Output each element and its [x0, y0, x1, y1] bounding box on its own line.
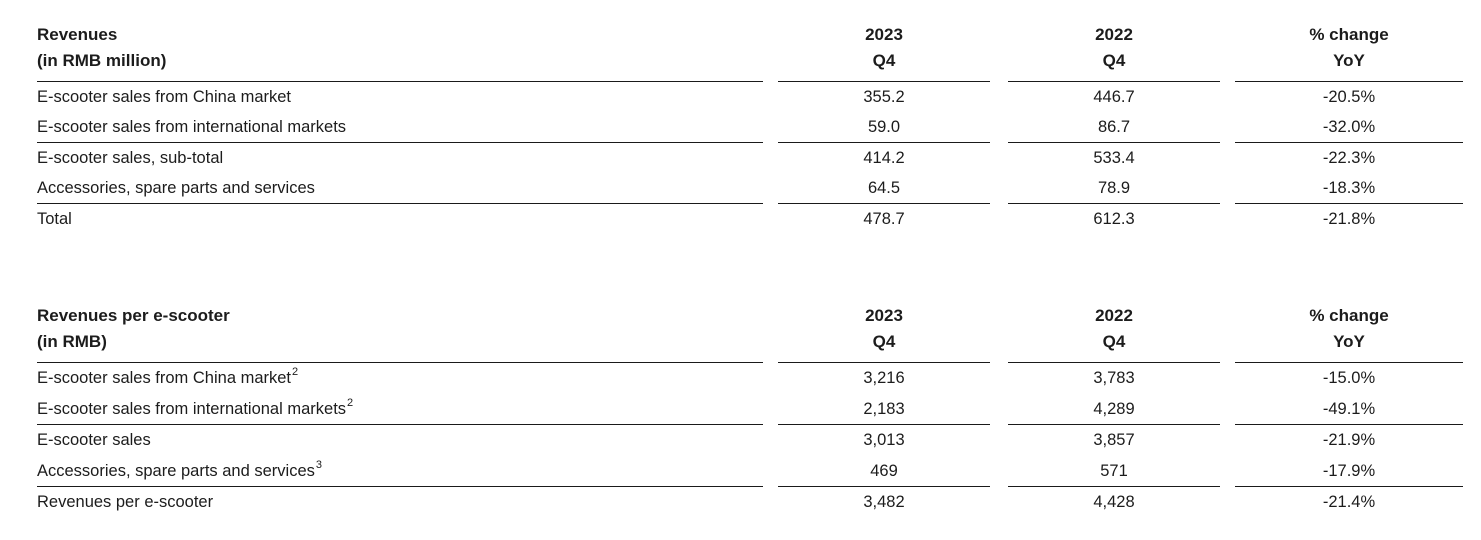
revenues-table-title: Revenues (in RMB million) [37, 20, 763, 82]
row-label: E-scooter sales, sub-total [37, 143, 763, 174]
table-row-total: Total 478.7 612.3 -21.8% [0, 204, 1481, 235]
footnote-marker: 3 [315, 458, 322, 471]
revenues-per-escooter-title: Revenues per e-scooter (in RMB) [37, 301, 763, 363]
value-2022-q4: 612.3 [1093, 209, 1135, 228]
value-yoy-change: -49.1% [1235, 394, 1463, 425]
row-label: Accessories, spare parts and services 3 [37, 456, 763, 487]
value-2022-q4: 86.7 [1008, 113, 1220, 143]
value-2023-q4: 3,216 [863, 369, 905, 387]
column-header-quarter: Q4 [872, 51, 896, 70]
column-header-2022-q4: 2022 Q4 [1008, 20, 1220, 82]
value-yoy-change: -21.4% [1322, 493, 1376, 511]
value-2022-q4: 78.9 [1008, 174, 1220, 204]
row-label-text: Accessories, spare parts and services [37, 461, 315, 480]
column-header-pct-change-yoy: % change YoY [1235, 301, 1463, 363]
row-label-text: E-scooter sales from international marke… [37, 117, 347, 136]
column-header-2023-q4: 2023 Q4 [778, 20, 990, 82]
value-yoy-change: -32.0% [1235, 113, 1463, 143]
table-row-revenues-per-escooter: Revenues per e-scooter 3,482 4,428 -21.4… [0, 487, 1481, 518]
column-header-pct-change-yoy: % change YoY [1235, 20, 1463, 82]
value-yoy-change: -21.8% [1322, 209, 1376, 228]
column-header-pct-change: % change [1309, 25, 1389, 44]
value-yoy-change: -21.9% [1322, 431, 1376, 449]
value-2023-q4: 3,482 [863, 493, 905, 511]
row-label-text: Revenues per e-scooter [37, 493, 214, 511]
value-2022-q4: 533.4 [1093, 148, 1135, 167]
value-2023-q4: 355.2 [863, 87, 905, 106]
value-yoy-change: -22.3% [1322, 148, 1376, 167]
value-yoy-change: -18.3% [1235, 174, 1463, 204]
row-label-text: Total [37, 209, 72, 228]
column-header-quarter: Q4 [1102, 332, 1126, 351]
value-2023-q4: 469 [778, 456, 990, 487]
row-label: E-scooter sales from international marke… [37, 394, 763, 425]
column-header-yoy: YoY [1333, 51, 1365, 70]
row-label: E-scooter sales from China market 2 [37, 363, 763, 394]
table-title-line2: (in RMB million) [37, 51, 167, 70]
row-label-text: E-scooter sales from international marke… [37, 399, 347, 418]
table-row-china-market: E-scooter sales from China market 355.2 … [0, 82, 1481, 113]
table-row-accessories: Accessories, spare parts and services 64… [0, 174, 1481, 204]
value-2022-q4: 3,857 [1093, 431, 1135, 449]
row-label-text: E-scooter sales, sub-total [37, 148, 224, 167]
table-row-escooter-sales-per-unit: E-scooter sales 3,013 3,857 -21.9% [0, 425, 1481, 456]
value-2022-q4: 446.7 [1093, 87, 1135, 106]
row-label: E-scooter sales from China market [37, 82, 763, 113]
value-2022-q4: 4,289 [1008, 394, 1220, 425]
row-label-text: E-scooter sales [37, 431, 151, 449]
row-label: Accessories, spare parts and services [37, 174, 763, 204]
column-header-2022-q4: 2022 Q4 [1008, 301, 1220, 363]
value-2023-q4: 478.7 [863, 209, 905, 228]
row-label: E-scooter sales from international marke… [37, 113, 763, 143]
value-2023-q4: 2,183 [778, 394, 990, 425]
table-row-escooter-subtotal: E-scooter sales, sub-total 414.2 533.4 -… [0, 143, 1481, 174]
column-header-year: 2022 [1095, 25, 1133, 44]
value-2023-q4: 59.0 [778, 113, 990, 143]
row-label: E-scooter sales [37, 425, 763, 456]
revenues-per-escooter-header-row: Revenues per e-scooter (in RMB) 2023 Q4 … [0, 301, 1481, 363]
revenues-per-escooter-table: Revenues per e-scooter (in RMB) 2023 Q4 … [0, 301, 1481, 518]
row-label: Total [37, 204, 763, 235]
row-label-text: E-scooter sales from China market [37, 87, 292, 106]
column-header-2023-q4: 2023 Q4 [778, 301, 990, 363]
table-row-international-markets-per-unit: E-scooter sales from international marke… [0, 394, 1481, 425]
table-title-line1: Revenues [37, 25, 118, 44]
row-label: Revenues per e-scooter [37, 487, 763, 518]
value-2022-q4: 4,428 [1093, 493, 1135, 511]
revenues-table-header-row: Revenues (in RMB million) 2023 Q4 2022 Q… [0, 20, 1481, 82]
table-title-line1: Revenues per e-scooter [37, 306, 230, 325]
value-yoy-change: -15.0% [1322, 369, 1376, 387]
column-header-quarter: Q4 [872, 332, 896, 351]
column-header-year: 2022 [1095, 306, 1133, 325]
table-row-china-market-per-unit: E-scooter sales from China market 2 3,216… [0, 363, 1481, 394]
table-title-line2: (in RMB) [37, 332, 107, 351]
column-header-quarter: Q4 [1102, 51, 1126, 70]
column-header-year: 2023 [865, 25, 903, 44]
value-yoy-change: -20.5% [1322, 87, 1376, 106]
footnote-marker: 2 [292, 366, 299, 378]
column-header-year: 2023 [865, 306, 903, 325]
value-yoy-change: -17.9% [1235, 456, 1463, 487]
value-2023-q4: 3,013 [863, 431, 905, 449]
revenues-table: Revenues (in RMB million) 2023 Q4 2022 Q… [0, 20, 1481, 235]
table-row-accessories-per-unit: Accessories, spare parts and services 3 4… [0, 456, 1481, 487]
value-2023-q4: 414.2 [863, 148, 905, 167]
table-row-international-markets: E-scooter sales from international marke… [0, 113, 1481, 143]
row-label-text: Accessories, spare parts and services [37, 178, 315, 197]
footnote-marker: 2 [347, 396, 354, 409]
column-header-yoy: YoY [1333, 332, 1365, 351]
value-2023-q4: 64.5 [778, 174, 990, 204]
column-header-pct-change: % change [1309, 306, 1389, 325]
value-2022-q4: 3,783 [1093, 369, 1135, 387]
value-2022-q4: 571 [1008, 456, 1220, 487]
row-label-text: E-scooter sales from China market [37, 369, 292, 387]
